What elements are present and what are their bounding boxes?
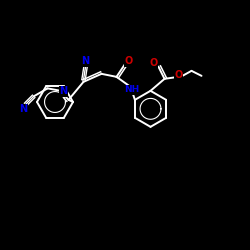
Text: N: N <box>60 86 68 97</box>
Text: O: O <box>174 70 183 80</box>
Text: NH: NH <box>124 85 139 94</box>
Text: N: N <box>82 56 90 66</box>
Text: O: O <box>124 56 133 66</box>
Text: O: O <box>150 58 158 68</box>
Text: N: N <box>20 104 28 115</box>
